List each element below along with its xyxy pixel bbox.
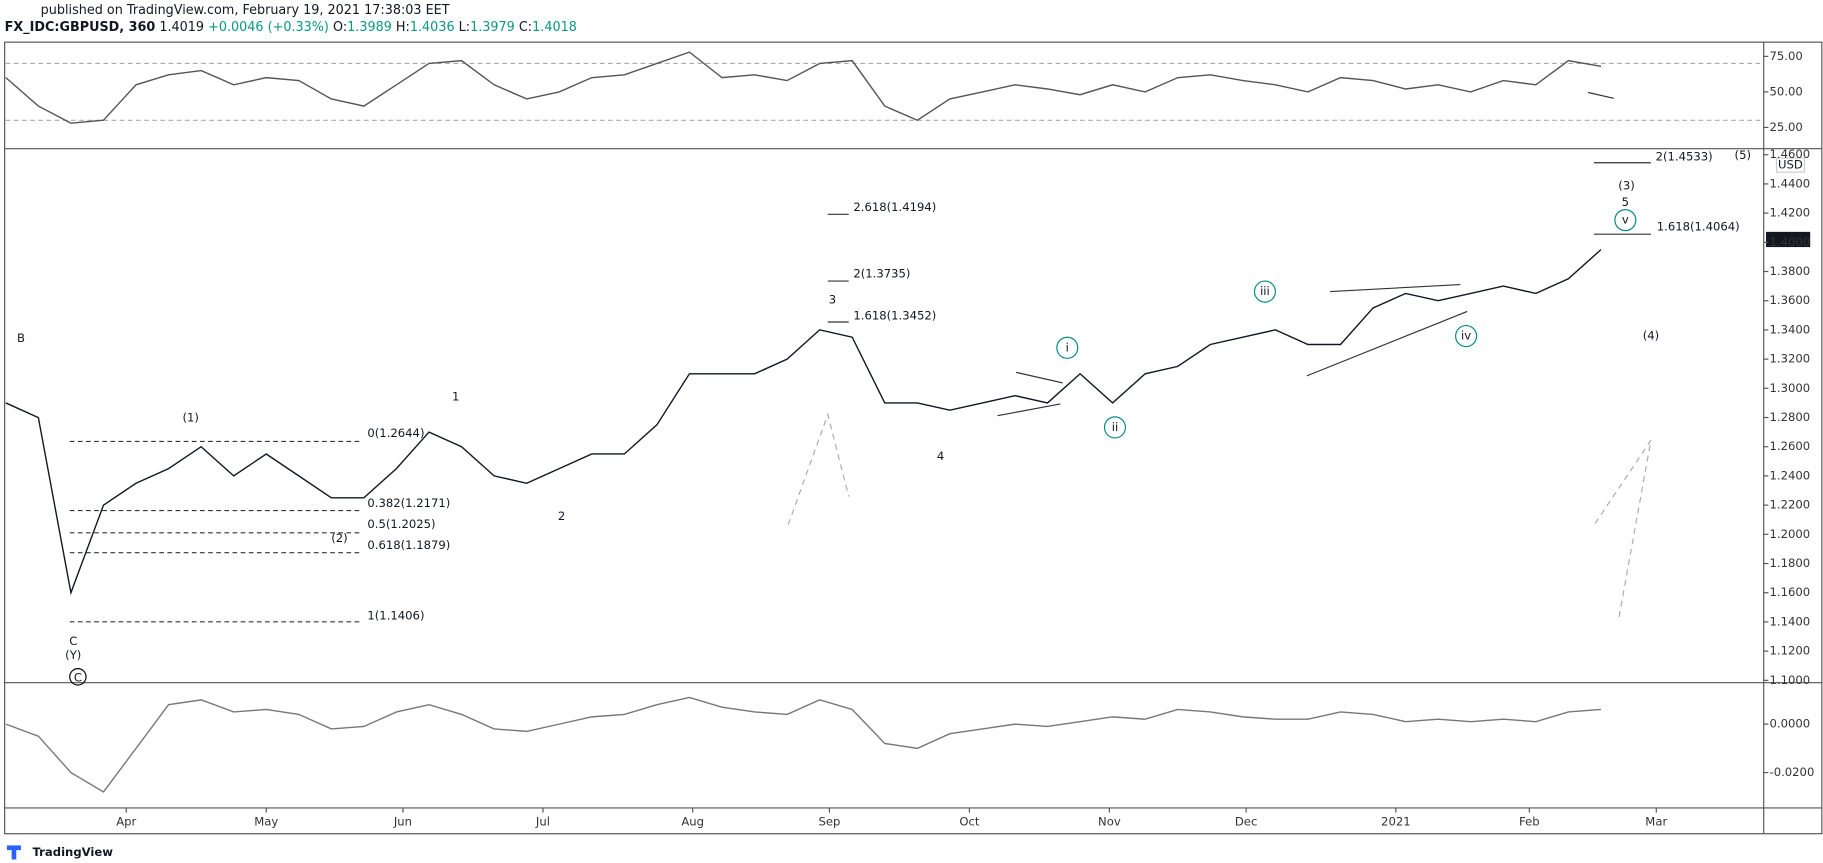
brand: TradingView xyxy=(33,845,114,859)
x-tick-label: 2021 xyxy=(1381,814,1411,828)
l-label: L: xyxy=(459,19,470,34)
y-tick-label: 1.4400 xyxy=(1770,176,1811,190)
price-tag: 1.4018 xyxy=(1766,233,1811,247)
brand-logo xyxy=(6,845,21,860)
h: 1.4036 xyxy=(410,19,455,34)
y-tick-label: 1.1600 xyxy=(1770,585,1811,599)
fib-label: 1.618(1.4064) xyxy=(1657,220,1740,234)
fib-label: 0.618(1.1879) xyxy=(367,538,450,552)
fib-labels: 0(1.2644) 0.382(1.2171) 0.5(1.2025) 0.61… xyxy=(367,149,1739,622)
x-tick-label: Aug xyxy=(681,814,704,828)
price-tag-bg xyxy=(1766,231,1811,248)
wave-labels: B C (Y) C (1) (2) 1 2 3 4 5 (3) (4) (5) … xyxy=(17,148,1751,686)
h-label: H: xyxy=(396,19,410,34)
fib-label: 1.618(1.3452) xyxy=(853,309,936,323)
fib-label: 1(1.1406) xyxy=(367,608,424,622)
wave-label: 4 xyxy=(937,449,944,463)
wave-label: 1 xyxy=(452,389,459,403)
x-tick-label: Feb xyxy=(1519,814,1540,828)
y-tick-label: 1.2600 xyxy=(1770,439,1811,453)
y-tick-label: 1.3200 xyxy=(1770,352,1811,366)
wave-label: 3 xyxy=(829,292,836,306)
currency-box xyxy=(1775,157,1805,173)
x-tick-label: May xyxy=(254,814,278,828)
wave-circles xyxy=(1056,209,1637,439)
c-label: C: xyxy=(519,19,532,34)
last: 1.4019 xyxy=(159,19,204,34)
y-tick-label: 1.2200 xyxy=(1770,498,1811,512)
y-tick-label: 1.3400 xyxy=(1770,322,1811,336)
fib-label: 2.618(1.4194) xyxy=(853,200,936,214)
frame xyxy=(4,41,1823,835)
y-tick-label: 1.4000 xyxy=(1770,235,1811,249)
y-tick-label: 1.1000 xyxy=(1770,673,1811,687)
y-tick-label: 25.00 xyxy=(1770,120,1803,134)
wave-label: ii xyxy=(1112,420,1118,434)
x-tick-label: Apr xyxy=(116,814,136,828)
series-line xyxy=(5,696,1601,793)
x-tick-label: Oct xyxy=(959,814,980,828)
y-tick-label: 50.00 xyxy=(1770,84,1803,98)
y-tick-label: 1.3600 xyxy=(1770,293,1811,307)
y-tick-label: 1.1400 xyxy=(1770,614,1811,628)
y-tick-label: -0.0200 xyxy=(1770,765,1815,779)
fib-label: 2(1.4533) xyxy=(1656,149,1713,163)
wave-circle xyxy=(69,668,87,686)
wave-label: i xyxy=(1066,340,1069,354)
wave-label: (4) xyxy=(1643,329,1659,343)
wave-label: v xyxy=(1622,213,1629,227)
o: 1.3989 xyxy=(347,19,392,34)
y-tick-label: 1.4600 xyxy=(1770,147,1811,161)
wave-label: 2 xyxy=(558,509,565,523)
y-tick-label: 1.3800 xyxy=(1770,264,1811,278)
o-label: O: xyxy=(333,19,347,34)
y-tick-label: 75.00 xyxy=(1770,49,1803,63)
x-tick-label: Dec xyxy=(1235,814,1257,828)
fib-label: 0.382(1.2171) xyxy=(367,496,450,510)
y-tick-label: 0.0000 xyxy=(1770,717,1811,731)
x-tick-label: Sep xyxy=(818,814,840,828)
y-tick-label: 1.2400 xyxy=(1770,468,1811,482)
c: 1.4018 xyxy=(532,19,577,34)
projection-lines xyxy=(787,412,1652,621)
fib-label: 0(1.2644) xyxy=(367,426,424,440)
fib-label: 2(1.3735) xyxy=(853,266,910,280)
wave-label: iii xyxy=(1260,284,1270,298)
wave-label: (Y) xyxy=(65,648,81,662)
x-tick-label: Jun xyxy=(393,814,412,828)
y-tick-label: 1.1200 xyxy=(1770,644,1811,658)
wave-label: iv xyxy=(1461,329,1471,343)
published: published on TradingView.com, February 1… xyxy=(41,3,450,18)
change: +0.0046 (+0.33%) xyxy=(208,19,329,34)
symbol-line: FX_IDC:GBPUSD, 360 1.4019 +0.0046 (+0.33… xyxy=(5,19,577,34)
x-tick-label: Nov xyxy=(1098,814,1121,828)
wave-label: C xyxy=(74,670,82,684)
wave-label: (3) xyxy=(1618,179,1634,193)
x-tick-label: Mar xyxy=(1645,814,1667,828)
wave-label: 5 xyxy=(1622,195,1629,209)
y-tick-label: 1.2800 xyxy=(1770,410,1811,424)
wave-label: (1) xyxy=(182,411,198,425)
y-tick-label: 1.3000 xyxy=(1770,381,1811,395)
y-tick-label: 1.2000 xyxy=(1770,527,1811,541)
y-tick-label: 1.4200 xyxy=(1770,206,1811,220)
series-line xyxy=(5,249,1602,596)
wave-label: (5) xyxy=(1735,148,1751,162)
currency: USD xyxy=(1778,158,1803,172)
wave-label: C xyxy=(69,634,77,648)
wave-label: (2) xyxy=(331,531,347,545)
symbol: FX_IDC:GBPUSD, 360 xyxy=(5,19,156,34)
target-lines xyxy=(827,91,1651,417)
fib-label: 0.5(1.2025) xyxy=(367,517,435,531)
l: 1.3979 xyxy=(470,19,515,34)
fib-lines xyxy=(69,440,363,623)
y-tick-label: 1.1800 xyxy=(1770,556,1811,570)
x-tick-label: Jul xyxy=(535,814,550,828)
wave-label: B xyxy=(17,331,25,345)
series-line xyxy=(5,51,1602,124)
